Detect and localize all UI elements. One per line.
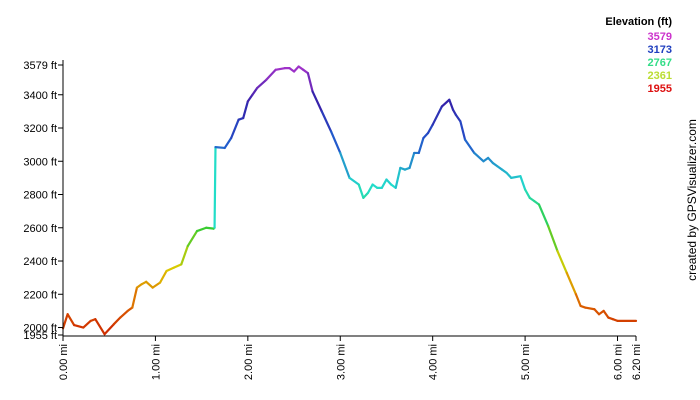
x-tick-label: 6.20 mi [631,344,643,380]
profile-segment [103,323,115,336]
legend-entry: 2361 [648,70,672,82]
profile-segment [519,175,527,191]
profile-segment [408,151,416,170]
profile-segment [537,203,550,228]
legend-entry: 3579 [648,31,672,43]
y-tick-label: 3400 ft [23,90,57,102]
y-tick-label: 3200 ft [23,123,57,135]
profile-segment [214,146,226,150]
profile-segment [131,286,139,309]
profile-segment [556,249,568,274]
legend-entry: 1955 [648,83,672,95]
profile-segment [487,156,494,165]
profile-segment [574,293,582,308]
profile-segment [223,136,233,150]
profile-segment [246,93,254,103]
x-tick-label: 1.00 mi [150,344,162,380]
profile-segment [205,226,215,230]
profile-segment [510,175,522,179]
profile-segment [584,306,596,311]
profile-segment [186,229,199,248]
y-tick-label: 3000 ft [23,156,57,168]
profile-segment [292,65,300,73]
profile-segment [565,271,578,296]
profile-segment [385,178,393,186]
profile-segment [66,313,76,327]
x-axis-ticks: 0.00 mi 1.00 mi 2.00 mi 3.00 mi 4.00 mi 5.00 … [58,336,643,380]
profile-segment [417,136,425,155]
chart-axes [62,60,636,337]
profile-segment [448,98,455,111]
y-tick-label: 2200 ft [23,289,57,301]
profile-segment [329,130,342,155]
profile-segment [230,118,240,140]
x-tick-label: 4.00 mi [428,344,440,380]
y-tick-label: 2800 ft [23,190,57,202]
profile-segment [320,110,333,133]
profile-segment [523,188,531,199]
profile-segment [306,72,314,93]
profile-segment [394,166,402,189]
profile-segment [380,178,388,189]
profile-segment [311,90,323,113]
x-tick-label: 0.00 mi [58,344,70,380]
y-tick-label: 2600 ft [23,223,57,235]
y-tick-label: 2400 ft [23,256,57,268]
profile-segment [255,78,268,90]
profile-segment [165,266,176,273]
profile-segment [180,244,189,266]
profile-segment [431,105,444,126]
y-tick-label: 2000 ft [23,323,57,335]
profile-segment [158,269,168,284]
y-tick-label: 1955 ft [23,330,57,342]
y-tick-label: 3579 ft [23,60,57,72]
profile-segment [422,131,430,140]
profile-segment [426,123,434,135]
profile-segment [145,280,154,289]
profile-segment [119,309,129,319]
profile-segment [82,319,92,329]
profile-segment [366,183,374,194]
profile-segment [454,113,462,123]
profile-segment [195,226,208,233]
profile-segment [348,176,360,186]
profile-segment [265,68,277,81]
elevation-profile-line [61,65,638,336]
profile-segment [362,191,370,199]
profile-segment [172,263,183,269]
profile-segment [357,183,365,199]
x-tick-label: 3.00 mi [335,344,347,380]
x-tick-label: 5.00 mi [520,344,532,380]
profile-segment [61,313,69,330]
x-tick-label: 2.00 mi [243,344,255,380]
profile-segment [213,146,217,229]
profile-segment [251,87,259,96]
profile-segment [473,151,485,163]
legend-title: Elevation (ft) [605,16,672,28]
profile-segment [505,171,513,179]
legend-entry: 3173 [648,44,672,56]
profile-segment [151,281,162,289]
legend-entry: 2767 [648,57,672,69]
profile-segment [339,151,351,179]
profile-segment [459,120,467,141]
credit-text: created by GPSVisualizer.com [685,119,699,281]
profile-segment [547,225,559,253]
profile-segment [274,67,286,71]
profile-segment [94,318,106,336]
profile-segment [593,308,601,316]
profile-segment [463,138,476,155]
profile-segment [242,100,249,120]
x-tick-label: 6.00 mi [613,344,625,380]
profile-segment [602,309,610,319]
profile-segment [112,316,122,326]
profile-segment [72,323,85,329]
profile-segment [440,98,451,108]
